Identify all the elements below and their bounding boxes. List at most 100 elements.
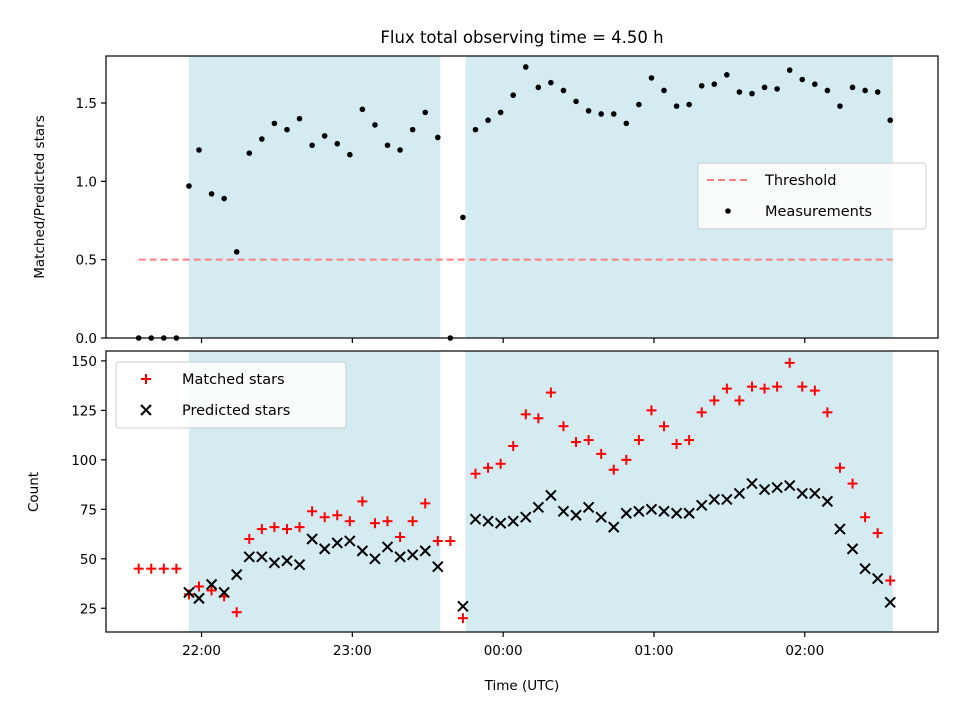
marker-stroke xyxy=(721,493,733,506)
marker-stroke xyxy=(230,568,243,581)
predicted-star-marker xyxy=(783,479,796,492)
measurement-point xyxy=(812,81,818,87)
matched-star-marker xyxy=(860,512,871,523)
matched-star-marker xyxy=(772,381,783,392)
measurement-point xyxy=(698,82,705,89)
predicted-star-marker xyxy=(670,507,683,519)
predicted-star-marker xyxy=(344,535,356,547)
marker-stroke xyxy=(582,501,595,514)
marker-stroke xyxy=(243,551,255,563)
axes-frame xyxy=(105,55,939,339)
observing-window-shade xyxy=(465,351,893,632)
measurement-point xyxy=(246,150,253,156)
matched-star-marker xyxy=(281,524,292,535)
measurement-point xyxy=(359,106,366,113)
marker-stroke xyxy=(683,507,695,519)
marker-stroke xyxy=(344,535,356,547)
predicted-star-marker xyxy=(595,511,607,523)
marker-stroke xyxy=(256,551,268,563)
marker-stroke xyxy=(834,523,846,535)
marker-stroke xyxy=(645,503,658,516)
matched-star-marker xyxy=(646,405,657,416)
measurement-point xyxy=(724,72,730,78)
measurement-point xyxy=(661,87,667,94)
predicted-star-marker xyxy=(608,521,620,533)
measurement-point xyxy=(736,89,743,95)
matched-star-marker xyxy=(432,535,443,546)
marker-stroke xyxy=(268,557,281,569)
measurement-point xyxy=(221,195,227,202)
predicted-star-marker xyxy=(268,557,281,569)
predicted-star-marker xyxy=(406,549,419,561)
predicted-star-marker xyxy=(394,551,406,563)
y-tick-label: 1.5 xyxy=(76,96,97,112)
marker-stroke xyxy=(406,549,419,561)
matched-star-marker xyxy=(395,532,406,543)
marker-stroke xyxy=(608,521,620,533)
measurement-point xyxy=(347,151,353,158)
x-tick-label: 01:00 xyxy=(635,643,674,659)
predicted-star-marker xyxy=(834,523,846,535)
marker-stroke xyxy=(494,517,507,529)
matched-star-marker xyxy=(231,607,242,618)
observing-window-shade xyxy=(188,56,441,338)
matched-star-marker xyxy=(834,462,845,473)
measurement-point xyxy=(560,87,567,94)
legend: Threshold Measurements xyxy=(697,162,927,230)
matched-star-marker xyxy=(445,535,456,546)
predicted-star-marker xyxy=(205,578,218,591)
measurement-point xyxy=(334,140,341,147)
predicted-star-marker xyxy=(331,537,343,549)
marker-stroke xyxy=(758,483,771,496)
marker-stroke xyxy=(633,505,645,517)
measurement-point xyxy=(711,81,718,87)
matched-star-marker xyxy=(784,357,795,368)
y-tick-label: 150 xyxy=(71,354,97,370)
matched-star-marker xyxy=(369,518,380,529)
marker-stroke xyxy=(205,578,218,591)
matched-star-marker xyxy=(483,462,494,473)
matched-star-marker xyxy=(721,383,732,394)
predicted-star-marker xyxy=(582,501,595,514)
measurement-point xyxy=(259,136,265,142)
measurement-point xyxy=(186,183,192,189)
matched-star-marker xyxy=(746,381,757,392)
measurement-point xyxy=(409,126,416,133)
matched-star-marker xyxy=(344,516,355,527)
predicted-star-marker xyxy=(381,541,394,553)
marker-stroke xyxy=(419,545,431,557)
predicted-star-marker xyxy=(746,477,758,490)
measurement-point xyxy=(636,101,642,108)
predicted-star-marker xyxy=(281,555,293,567)
marker-stroke xyxy=(846,543,859,555)
y-tick-label: 0.0 xyxy=(76,331,97,347)
predicted-star-marker xyxy=(318,543,331,555)
legend-box xyxy=(115,361,347,429)
measurement-point xyxy=(786,67,793,73)
measurement-point xyxy=(510,92,517,98)
legend-label: Predicted stars xyxy=(182,403,290,419)
x-tick-label: 00:00 xyxy=(484,643,523,659)
predicted-star-marker xyxy=(557,505,570,517)
marker-stroke xyxy=(356,545,369,557)
legend-box xyxy=(697,162,927,230)
y-tick-label: 25 xyxy=(80,601,97,617)
measurement-point xyxy=(309,142,315,149)
predicted-star-marker xyxy=(859,562,871,575)
matched-star-marker xyxy=(696,407,707,418)
matched-star-marker xyxy=(520,409,531,420)
predicted-star-marker xyxy=(469,513,482,525)
predicted-star-marker xyxy=(256,551,268,563)
predicted-star-marker xyxy=(683,507,695,519)
matched-star-marker xyxy=(307,506,318,517)
measurement-point xyxy=(196,147,202,153)
predicted-star-marker xyxy=(183,586,195,599)
marker-stroke xyxy=(369,553,381,565)
measurement-point xyxy=(460,214,466,221)
marker-stroke xyxy=(318,543,331,555)
marker-stroke xyxy=(859,562,871,575)
matched-star-marker xyxy=(256,524,267,535)
legend-label: Measurements xyxy=(765,204,872,220)
predicted-star-marker xyxy=(796,487,808,500)
